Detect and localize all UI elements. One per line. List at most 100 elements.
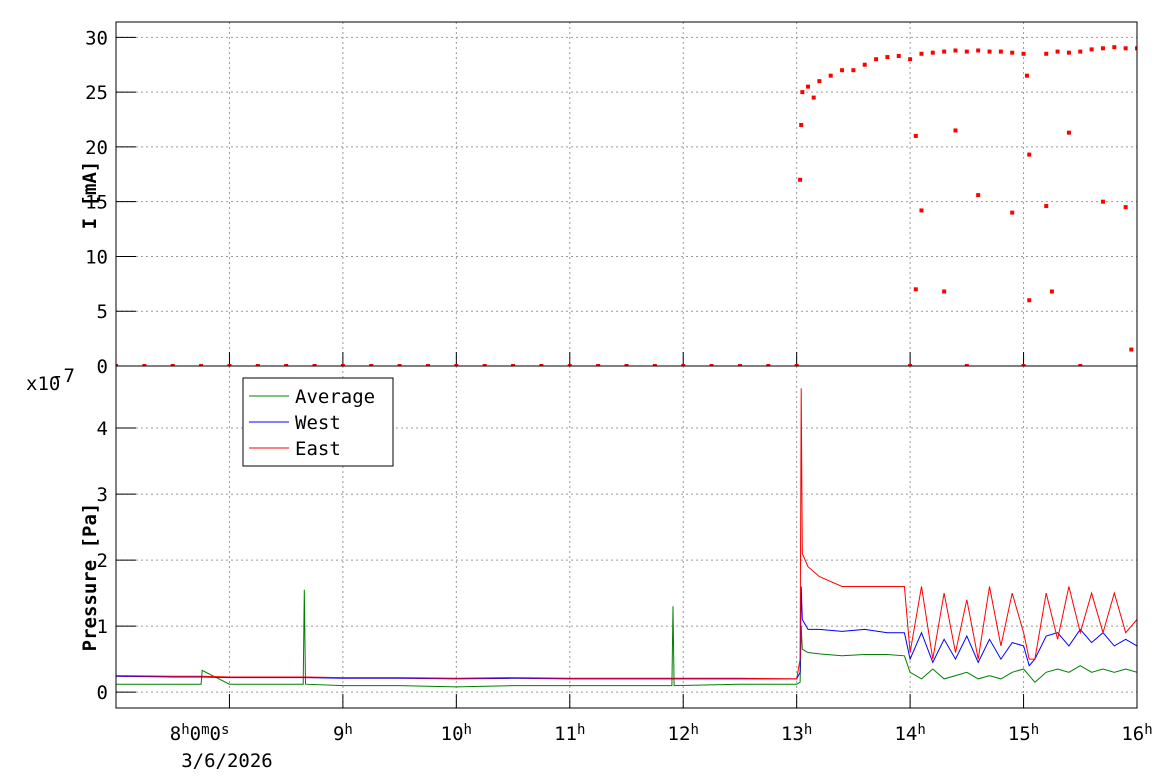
point	[681, 364, 686, 366]
point	[170, 364, 175, 366]
series-line	[116, 589, 1137, 688]
y-tick-label: 1	[97, 616, 108, 638]
point	[851, 68, 856, 73]
point	[116, 364, 118, 366]
y-tick-label: 15	[85, 192, 108, 214]
point	[652, 364, 657, 366]
point	[1044, 51, 1049, 56]
point	[794, 364, 799, 366]
point	[199, 364, 204, 366]
point	[1078, 364, 1083, 366]
point	[896, 53, 901, 58]
plot-area	[116, 45, 1137, 366]
point	[919, 51, 924, 56]
point	[737, 364, 742, 366]
point	[1055, 49, 1060, 54]
y-tick-label: 30	[85, 27, 108, 49]
point	[1066, 50, 1071, 55]
point	[828, 73, 833, 78]
plot-area	[116, 388, 1137, 688]
point	[998, 49, 1003, 54]
point	[1021, 51, 1026, 56]
point	[1010, 50, 1015, 55]
point	[1100, 46, 1105, 51]
legend-label: East	[295, 438, 341, 460]
point	[1027, 298, 1032, 303]
x-date: 3/6/2026	[181, 750, 273, 772]
y-tick-label: 25	[85, 82, 108, 104]
y-tick-label: 2	[97, 550, 108, 572]
y-axis-label: I [mA]	[79, 161, 101, 230]
point	[806, 84, 811, 89]
x-tick-label: 13h	[781, 722, 812, 745]
point	[1112, 45, 1117, 50]
point	[1021, 364, 1026, 366]
legend-label: Average	[295, 386, 375, 408]
point	[425, 364, 430, 366]
frame	[115, 365, 1138, 709]
point	[454, 364, 459, 366]
point	[1027, 152, 1032, 157]
point	[1123, 46, 1128, 51]
point	[340, 364, 345, 366]
point	[798, 177, 803, 182]
point	[1129, 347, 1134, 352]
point	[862, 62, 867, 67]
x-tick-label: 8h0m0s	[170, 722, 230, 745]
series-line	[116, 388, 1137, 680]
y-exponent: -7	[52, 365, 75, 387]
y-tick-label: 0	[97, 356, 108, 378]
point	[908, 364, 913, 366]
point	[874, 57, 879, 62]
point	[511, 364, 516, 366]
point	[1024, 73, 1029, 78]
point	[766, 364, 771, 366]
point	[624, 364, 629, 366]
point	[482, 364, 487, 366]
point	[709, 364, 714, 366]
x-tick-label: 16h	[1121, 722, 1152, 745]
x-tick-label: 10h	[441, 722, 472, 745]
x-tick-label: 14h	[894, 722, 925, 745]
point	[142, 364, 147, 366]
point	[942, 49, 947, 54]
x-tick-label: 11h	[554, 722, 585, 745]
point	[930, 50, 935, 55]
point	[1044, 204, 1049, 209]
point	[1078, 49, 1083, 54]
point	[913, 287, 918, 292]
y-tick-label: 4	[97, 418, 108, 440]
point	[976, 193, 981, 198]
point	[567, 364, 572, 366]
point	[1123, 205, 1128, 210]
y-tick-label: 0	[97, 682, 108, 704]
y-tick-label: 3	[97, 484, 108, 506]
x-tick-label: 12h	[668, 722, 699, 745]
y-axis-label: Pressure [Pa]	[79, 503, 101, 652]
point	[964, 364, 969, 366]
point	[942, 289, 947, 294]
x-tick-label: 15h	[1008, 722, 1039, 745]
point	[227, 364, 232, 366]
point	[885, 55, 890, 60]
y-tick-label: 20	[85, 137, 108, 159]
y-tick-label: 10	[85, 246, 108, 268]
point	[817, 79, 822, 84]
point	[1010, 210, 1015, 215]
point	[800, 90, 805, 95]
point	[953, 128, 958, 133]
point	[908, 57, 913, 62]
point	[840, 68, 845, 73]
point	[953, 48, 958, 53]
point	[987, 49, 992, 54]
point	[1089, 47, 1094, 52]
point	[369, 364, 374, 366]
point	[913, 133, 918, 138]
point	[284, 364, 289, 366]
legend-label: West	[295, 412, 341, 434]
point	[799, 122, 804, 127]
point	[1049, 289, 1054, 294]
point	[255, 364, 260, 366]
